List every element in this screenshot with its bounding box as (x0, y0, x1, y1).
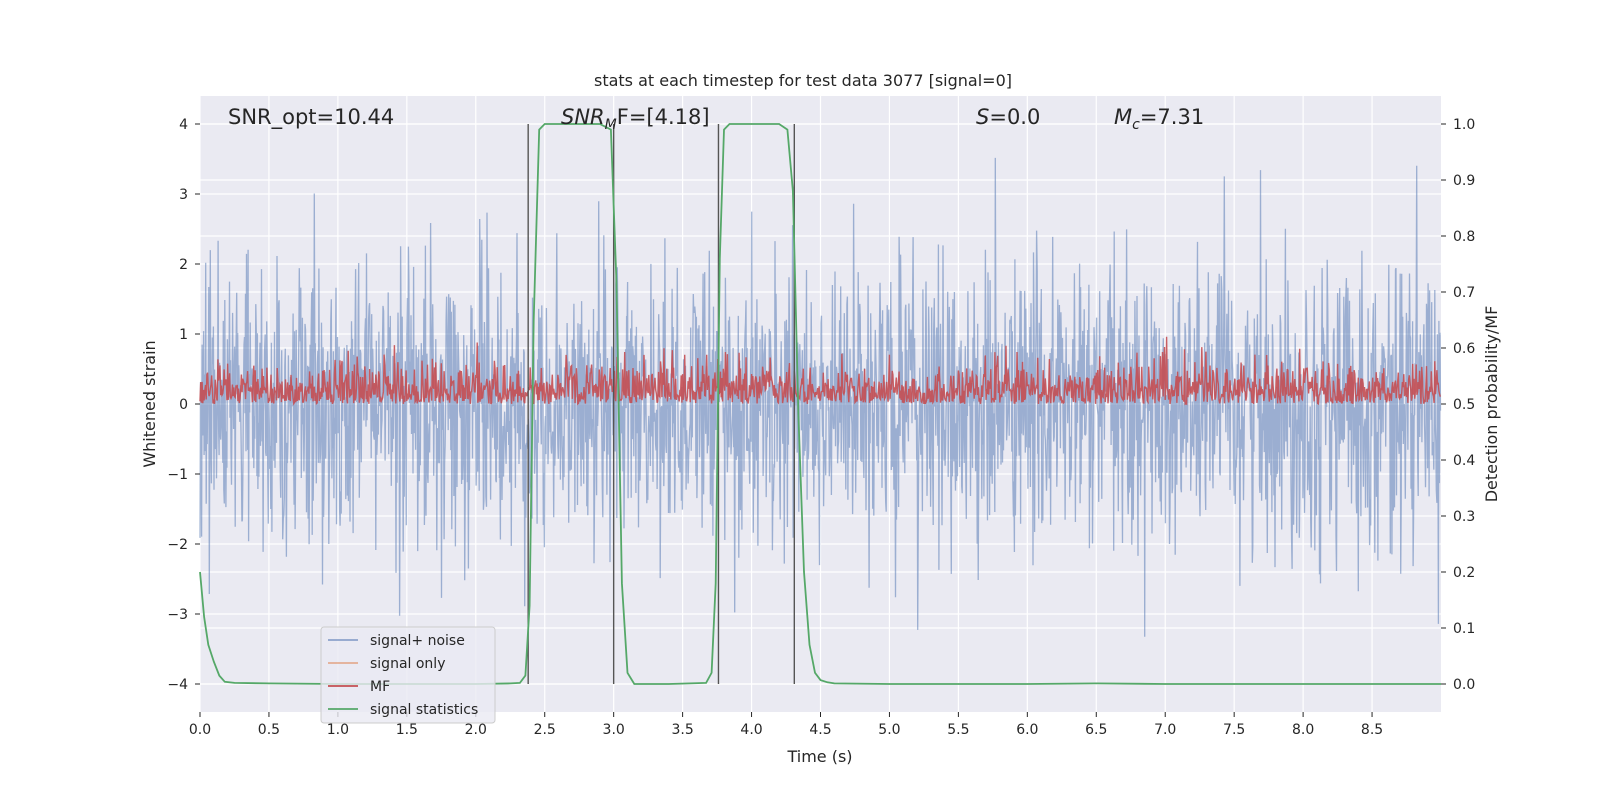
s-value: =0.0 (989, 105, 1040, 129)
s-annotation: S=0.0 (976, 105, 1040, 129)
mc-annotation: Mc=7.31 (1114, 105, 1204, 133)
x-tick-label: 6.5 (1085, 722, 1107, 738)
x-tick-label: 2.0 (465, 722, 487, 738)
snr-mf-subscript: M (605, 117, 617, 133)
legend-label-signal-statistics: signal statistics (370, 702, 478, 718)
y2-tick-label: 0.0 (1453, 677, 1475, 693)
x-tick-label: 2.5 (534, 722, 556, 738)
legend: signal+ noise signal only MF signal stat… (320, 626, 496, 724)
x-tick-label: 6.0 (1016, 722, 1038, 738)
mf-series (199, 336, 1441, 406)
legend-label-signal-only: signal only (370, 656, 445, 672)
y-tick-label: −2 (167, 537, 188, 553)
y2-tick-label: 0.4 (1453, 453, 1475, 469)
y-axis-label: Whitened strain (140, 340, 159, 467)
legend-label-mf: MF (370, 679, 390, 695)
y2-tick-label: 0.8 (1453, 229, 1475, 245)
x-tick-label: 0.5 (258, 722, 280, 738)
y-tick-label: −1 (167, 467, 188, 483)
s-label: S (976, 105, 989, 129)
x-tick-label: 3.0 (603, 722, 625, 738)
x-axis-label: Time (s) (786, 747, 852, 766)
y2-tick-label: 0.6 (1453, 341, 1475, 357)
y-tick-label: 2 (179, 257, 188, 273)
mc-label: M (1114, 105, 1132, 129)
y2-tick-label: 0.9 (1453, 173, 1475, 189)
y-tick-label: 0 (179, 397, 188, 413)
x-tick-label: 7.5 (1223, 722, 1245, 738)
y2-tick-label: 0.3 (1453, 509, 1475, 525)
snr-opt-annotation: SNR_opt=10.44 (228, 105, 394, 130)
y-tick-label: 3 (179, 187, 188, 203)
y2-tick-label: 0.1 (1453, 621, 1475, 637)
y-tick-label: 4 (179, 117, 188, 133)
x-tick-label: 8.5 (1361, 722, 1383, 738)
mf-line (199, 336, 1441, 406)
y2-tick-label: 0.2 (1453, 565, 1475, 581)
signal-noise-line (199, 157, 1442, 637)
x-tick-label: 7.0 (1154, 722, 1176, 738)
snr-mf-prefix: SNR (561, 105, 605, 129)
signal-noise-series (199, 157, 1442, 637)
mc-subscript: c (1132, 117, 1140, 133)
chart-title: stats at each timestep for test data 307… (594, 71, 1012, 90)
x-tick-label: 0.0 (189, 722, 211, 738)
x-tick-label: 4.5 (809, 722, 831, 738)
x-tick-label: 4.0 (740, 722, 762, 738)
x-tick-label: 1.5 (396, 722, 418, 738)
y2-axis-label: Detection probability/MF (1482, 306, 1501, 503)
y2-tick-label: 0.7 (1453, 285, 1475, 301)
x-tick-label: 3.5 (671, 722, 693, 738)
y-tick-label: −3 (167, 607, 188, 623)
y-tick-labels: 4 3 2 1 0 −1 −2 −3 −4 (167, 117, 200, 693)
x-tick-label: 8.0 (1292, 722, 1314, 738)
y-tick-label: −4 (167, 677, 188, 693)
y2-tick-label: 0.5 (1453, 397, 1475, 413)
x-tick-labels: 0.0 0.5 1.0 1.5 2.0 2.5 3.0 3.5 4.0 4.5 5.0 5.5 6.0 6… (189, 712, 1383, 738)
legend-label-signal-noise: signal+ noise (370, 633, 465, 649)
legend-box (320, 626, 496, 724)
y2-tick-label: 1.0 (1453, 117, 1475, 133)
y-tick-label: 1 (179, 327, 188, 343)
y2-tick-labels: 1.0 0.9 0.8 0.7 0.6 0.5 0.4 0.3 0.2 0.1 0.0 (1441, 117, 1475, 693)
x-tick-label: 5.5 (947, 722, 969, 738)
snr-mf-suffix: F=[4.18] (617, 105, 710, 129)
snr-mf-annotation: SNRMF=[4.18] (561, 105, 710, 133)
x-tick-label: 5.0 (878, 722, 900, 738)
x-tick-label: 1.0 (327, 722, 349, 738)
mc-value: =7.31 (1140, 105, 1204, 129)
